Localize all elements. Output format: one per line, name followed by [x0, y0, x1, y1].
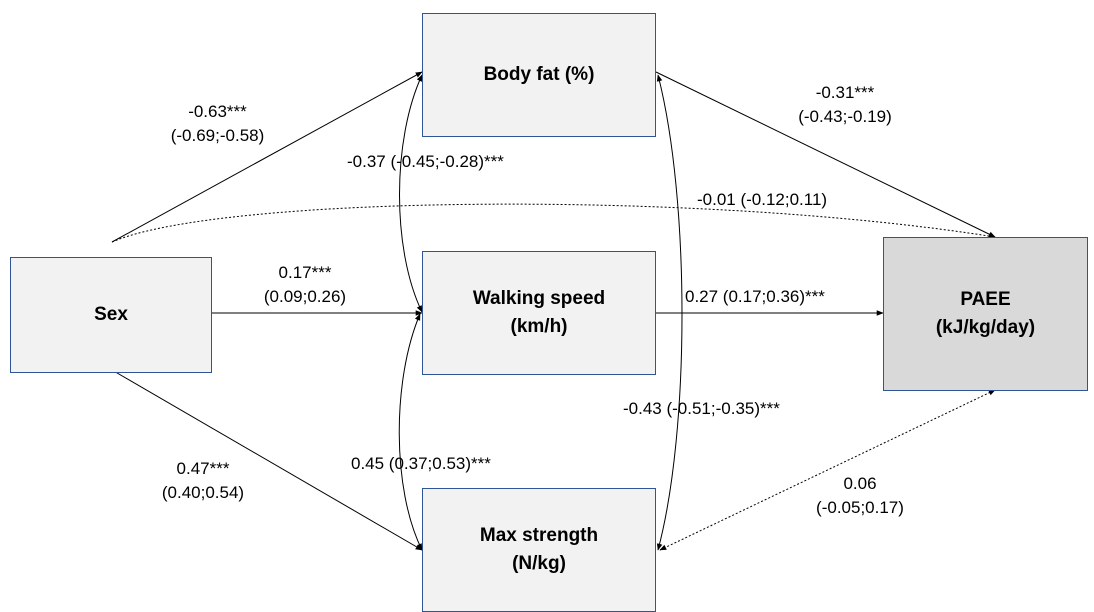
- label-walking-strength: 0.45 (0.37;0.53)***: [351, 452, 491, 476]
- node-max-strength-unit: (N/kg): [512, 553, 566, 574]
- arrow-sex-paee: [111, 203, 996, 243]
- label-strength-paee: 0.06 (-0.05;0.17): [790, 472, 930, 520]
- label-bodyfat-walking-coef: -0.37 (-0.45;-0.28)***: [347, 152, 504, 171]
- arrow-sex-bodyfat: [111, 71, 423, 243]
- label-sex-strength-ci: (0.40;0.54): [161, 483, 245, 502]
- label-sex-bodyfat: -0.63*** (-0.69;-0.58): [150, 100, 285, 148]
- arrow-bodyfat-strength: [656, 74, 683, 551]
- label-bodyfat-paee: -0.31*** (-0.43;-0.19): [775, 81, 915, 129]
- label-bodyfat-strength: -0.43 (-0.51;-0.35)***: [623, 397, 780, 421]
- label-sex-strength: 0.47*** (0.40;0.54): [138, 457, 268, 505]
- node-max-strength-label: Max strength: [479, 525, 599, 546]
- label-sex-strength-coef: 0.47***: [176, 459, 230, 478]
- arrow-sex-strength: [111, 369, 423, 551]
- node-walking-speed: Walking speed (km/h): [422, 251, 656, 375]
- node-body-fat: Body fat (%): [422, 13, 656, 137]
- node-sex-label: Sex: [94, 304, 128, 325]
- label-bodyfat-strength-coef: -0.43 (-0.51;-0.35)***: [623, 399, 780, 418]
- arrow-walking-strength: [398, 313, 423, 551]
- label-bodyfat-paee-coef: -0.31***: [815, 83, 875, 102]
- label-walking-paee-coef: 0.27 (0.17;0.36)***: [685, 287, 825, 306]
- label-walking-paee: 0.27 (0.17;0.36)***: [685, 285, 825, 309]
- node-paee-label: PAEE: [960, 289, 1011, 310]
- label-sex-paee-coef: -0.01 (-0.12;0.11): [697, 190, 828, 209]
- node-paee: PAEE (kJ/kg/day): [883, 237, 1088, 391]
- arrow-strength-paee: [659, 389, 996, 551]
- arrow-bodyfat-walking: [399, 74, 423, 313]
- label-sex-walking-coef: 0.17***: [278, 263, 332, 282]
- label-sex-bodyfat-coef: -0.63***: [188, 102, 247, 121]
- label-walking-strength-coef: 0.45 (0.37;0.53)***: [351, 454, 491, 473]
- label-strength-paee-ci: (-0.05;0.17): [816, 498, 904, 517]
- label-bodyfat-walking: -0.37 (-0.45;-0.28)***: [347, 150, 504, 174]
- node-max-strength: Max strength (N/kg): [422, 488, 656, 612]
- label-sex-paee: -0.01 (-0.12;0.11): [697, 188, 827, 212]
- label-bodyfat-paee-ci: (-0.43;-0.19): [798, 107, 892, 126]
- node-body-fat-label: Body fat (%): [483, 64, 595, 85]
- node-paee-unit: (kJ/kg/day): [935, 317, 1036, 338]
- label-sex-walking-ci: (0.09;0.26): [263, 287, 347, 306]
- label-sex-bodyfat-ci: (-0.69;-0.58): [170, 126, 265, 145]
- node-sex: Sex: [10, 257, 212, 373]
- arrow-bodyfat-paee: [655, 71, 996, 238]
- label-sex-walking: 0.17*** (0.09;0.26): [240, 261, 370, 309]
- node-walking-speed-unit: (km/h): [510, 316, 568, 337]
- label-strength-paee-coef: 0.06: [843, 474, 877, 493]
- node-walking-speed-label: Walking speed: [472, 288, 606, 309]
